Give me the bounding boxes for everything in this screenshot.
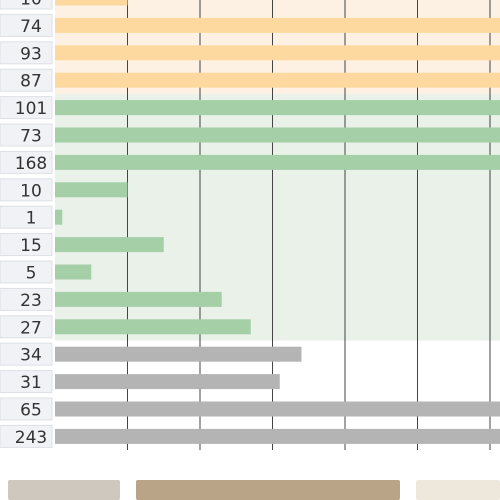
bar — [55, 155, 500, 170]
bar — [55, 237, 164, 252]
row-value-label: 27 — [20, 318, 42, 338]
row-value-label: 65 — [20, 401, 42, 421]
row-value-label: 31 — [20, 373, 42, 393]
horizontal-bar-chart: 10749387101731681011552327343165243 — [0, 0, 500, 450]
row-value-label: 73 — [20, 127, 42, 147]
row-value-label: 168 — [15, 154, 47, 174]
row-value-label: 10 — [20, 181, 42, 201]
row-value-label: 5 — [26, 264, 37, 284]
row-value-label: 74 — [20, 17, 42, 37]
row-value-label: 101 — [15, 99, 47, 119]
bar — [55, 18, 500, 33]
row-value-label: 1 — [26, 209, 37, 229]
bar — [55, 128, 500, 143]
photo-strip — [0, 480, 500, 500]
photo-thumbnail-3[interactable] — [416, 480, 500, 500]
bar — [55, 319, 251, 334]
row-value-label: 87 — [20, 72, 42, 92]
bar — [55, 182, 128, 197]
row-value-label: 15 — [20, 236, 42, 256]
bar — [55, 45, 500, 60]
bar — [55, 429, 500, 444]
bar — [55, 73, 500, 88]
row-value-label: 34 — [20, 346, 42, 366]
row-value-label: 23 — [20, 291, 42, 311]
bar — [55, 0, 128, 6]
bar — [55, 265, 91, 280]
bar — [55, 374, 280, 389]
bar — [55, 347, 302, 362]
bar — [55, 210, 62, 225]
photo-thumbnail-1[interactable] — [8, 480, 120, 500]
bar — [55, 402, 500, 417]
row-value-label: 93 — [20, 44, 42, 64]
row-value-label: 10 — [20, 0, 42, 10]
bar — [55, 100, 500, 115]
photo-thumbnail-2[interactable] — [136, 480, 400, 500]
row-value-label: 243 — [15, 428, 47, 448]
bar — [55, 292, 222, 307]
